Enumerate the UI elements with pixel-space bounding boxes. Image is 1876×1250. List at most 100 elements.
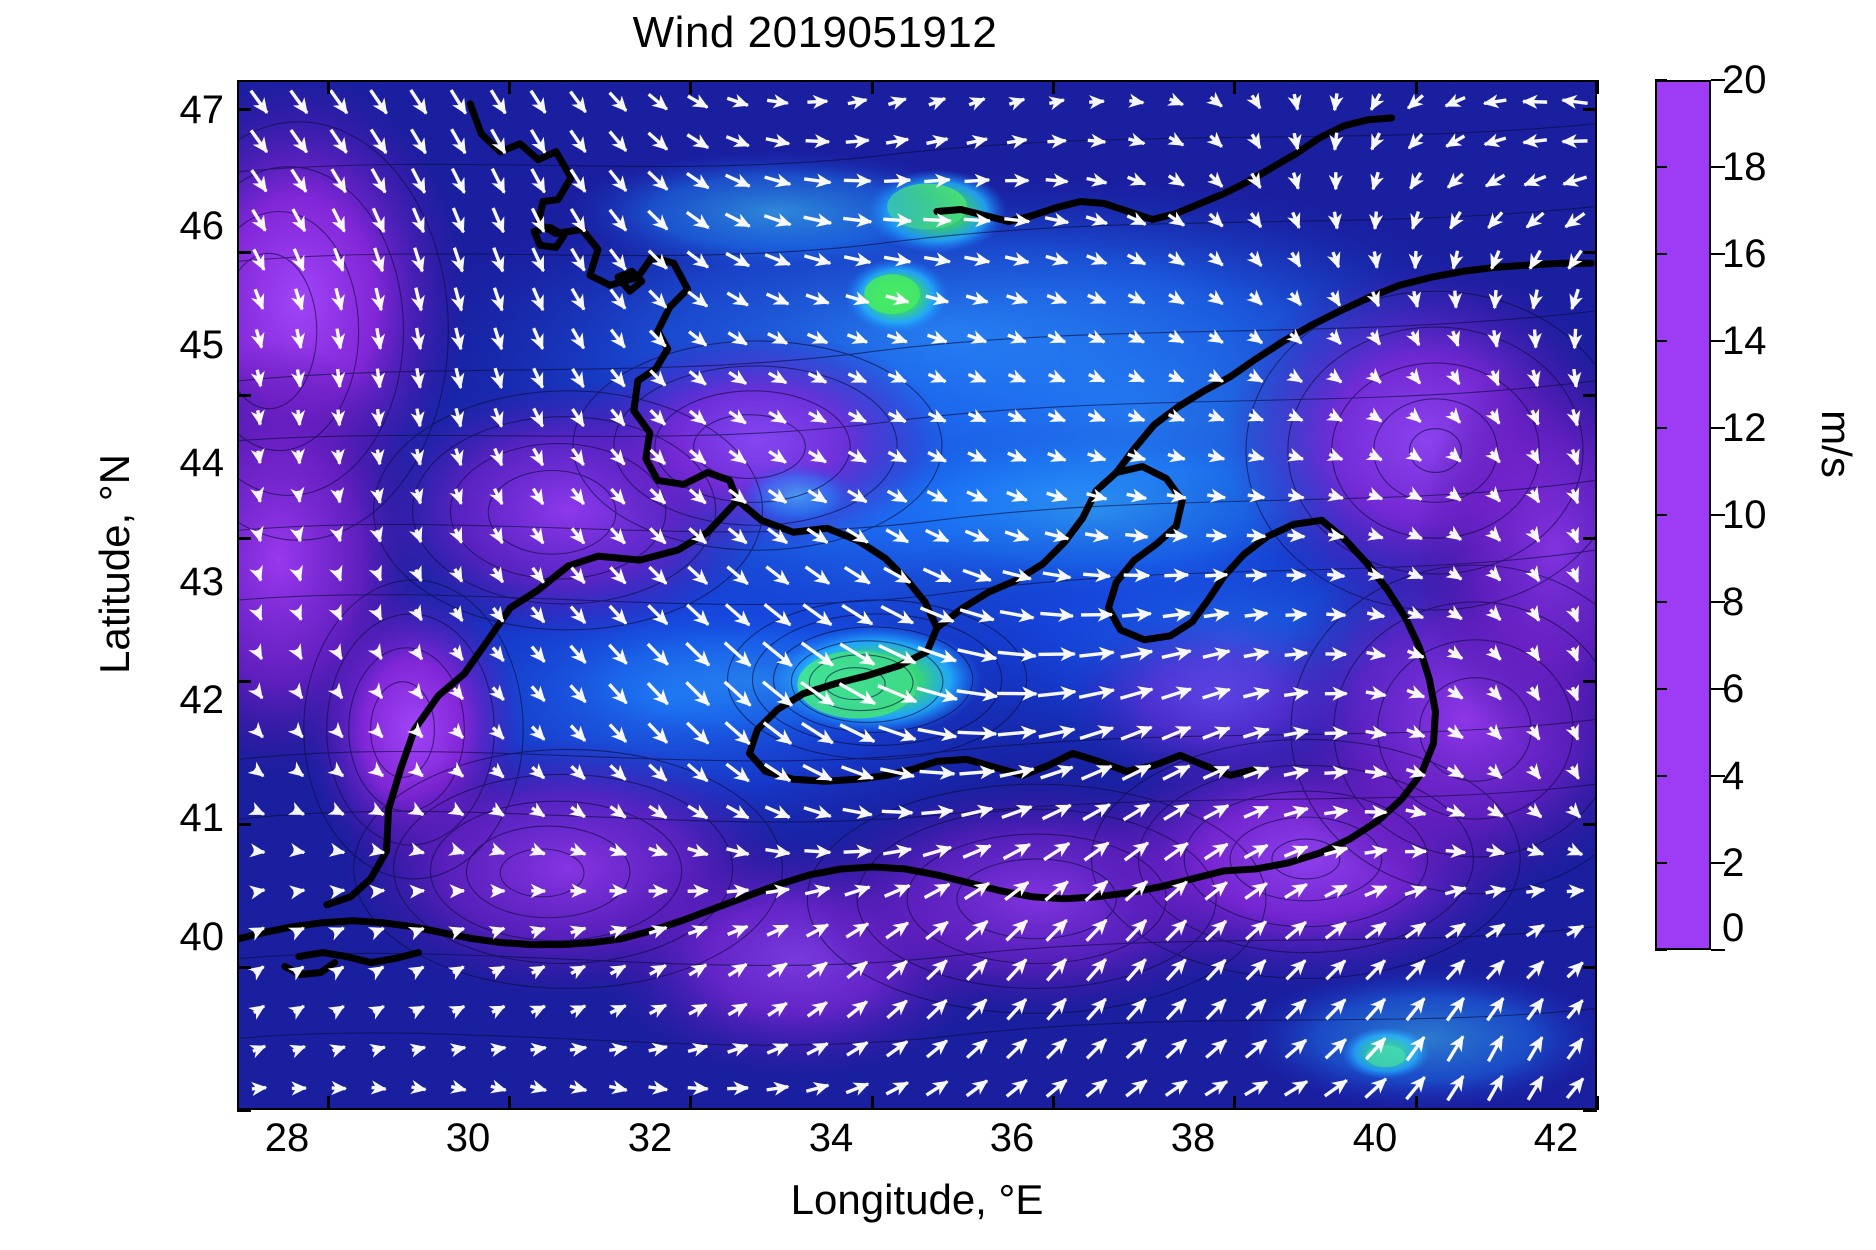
wind-arrow <box>1406 685 1426 699</box>
wind-arrow <box>926 134 949 149</box>
wind-arrow <box>768 409 787 425</box>
wind-arrow <box>289 525 304 543</box>
wind-arrow <box>922 567 952 583</box>
wind-arrow <box>1444 885 1467 899</box>
wind-arrow <box>569 724 587 742</box>
wind-arrow <box>926 488 948 503</box>
wind-arrow <box>608 683 628 705</box>
wind-arrow <box>727 330 748 346</box>
wind-arrow <box>724 173 751 188</box>
wind-arrow <box>1089 95 1106 110</box>
wind-arrow <box>1445 997 1466 1022</box>
wind-arrow <box>370 408 385 428</box>
wind-arrow <box>609 764 627 781</box>
wind-arrow <box>250 486 265 504</box>
y-axis-tick <box>1583 965 1597 969</box>
wind-arrow <box>807 488 828 504</box>
wind-arrow <box>1569 288 1584 311</box>
wind-arrow <box>1326 447 1344 462</box>
colorbar-tick-label: 4 <box>1722 754 1745 798</box>
wind-arrow <box>1446 763 1465 779</box>
colorbar-tick-inner <box>1655 949 1667 951</box>
wind-arrow <box>251 1081 268 1097</box>
wind-arrow <box>965 1079 989 1098</box>
wind-arrow <box>490 367 504 390</box>
wind-arrow <box>1285 998 1307 1021</box>
colorbar-tick-inner <box>1655 775 1667 777</box>
wind-arrow <box>1206 91 1223 108</box>
wind-arrow <box>925 1039 948 1059</box>
wind-arrow <box>1119 686 1154 700</box>
y-axis-tick <box>237 107 251 111</box>
wind-arrow <box>885 1081 910 1096</box>
wind-arrow <box>807 408 827 424</box>
wind-arrow <box>409 884 426 899</box>
wind-arrow <box>688 963 708 979</box>
wind-arrow <box>1445 525 1463 542</box>
wind-arrow <box>1525 762 1542 780</box>
wind-arrow <box>804 884 831 899</box>
wind-arrow <box>1087 290 1107 305</box>
wind-arrow <box>1285 607 1308 623</box>
wind-arrow <box>1082 568 1112 583</box>
wind-arrow <box>1566 448 1580 466</box>
wind-arrow <box>648 803 668 820</box>
wind-arrow <box>726 565 749 586</box>
wind-arrow <box>609 368 626 388</box>
wind-arrow <box>290 448 305 465</box>
map-plot-area: Data source NOAA (http://nomads.ncep.noa… <box>237 80 1597 1110</box>
wind-arrow <box>1521 94 1548 109</box>
wind-arrow <box>1405 486 1423 501</box>
wind-arrow <box>608 248 627 271</box>
wind-arrow <box>407 682 424 700</box>
wind-arrow <box>1244 1038 1268 1059</box>
wind-arrow <box>1407 605 1425 620</box>
wind-arrow <box>1485 684 1502 701</box>
wind-arrow <box>1203 607 1230 623</box>
wind-arrow <box>1207 408 1225 422</box>
wind-arrow <box>1206 488 1227 503</box>
wind-arrow <box>249 885 266 900</box>
wind-arrow <box>1485 884 1507 899</box>
wind-arrow <box>410 167 427 194</box>
wind-arrow <box>766 94 790 109</box>
wind-arrow <box>1165 528 1189 543</box>
wind-arrow <box>1325 367 1343 384</box>
wind-arrow <box>1327 527 1345 542</box>
wind-arrow <box>649 409 667 426</box>
wind-arrow <box>330 486 345 504</box>
wind-arrow <box>846 1041 869 1057</box>
wind-arrow <box>1406 329 1421 347</box>
wind-arrow <box>764 173 792 188</box>
wind-arrow <box>1167 290 1185 305</box>
wind-arrow <box>685 641 711 667</box>
wind-arrow <box>250 169 268 193</box>
wind-arrow <box>1164 1079 1188 1097</box>
y-tick-label: 42 <box>179 678 225 722</box>
wind-arrow <box>1203 842 1229 861</box>
wind-arrow <box>927 408 947 423</box>
wind-arrow <box>916 686 959 703</box>
wind-arrow <box>1446 684 1464 700</box>
wind-arrow <box>249 564 263 582</box>
wind-arrow <box>569 168 587 193</box>
wind-arrow <box>1565 802 1582 819</box>
wind-arrow <box>1484 525 1502 542</box>
wind-arrow <box>569 605 587 624</box>
wind-arrow <box>529 447 545 467</box>
wind-arrow <box>1367 566 1385 581</box>
wind-arrow <box>1286 368 1304 384</box>
wind-arrow <box>328 603 343 621</box>
wind-arrow <box>530 1042 548 1057</box>
wind-arrow <box>1202 765 1231 780</box>
wind-arrow <box>687 1080 709 1096</box>
wind-arrow <box>1084 528 1110 543</box>
wind-arrow <box>1243 766 1270 780</box>
wind-arrow <box>1283 1079 1309 1097</box>
wind-arrow <box>367 926 385 941</box>
wind-arrow <box>367 682 384 700</box>
wind-arrow <box>687 1043 709 1057</box>
wind-arrow <box>880 604 915 625</box>
wind-arrow <box>409 89 428 115</box>
wind-arrow <box>964 252 991 267</box>
